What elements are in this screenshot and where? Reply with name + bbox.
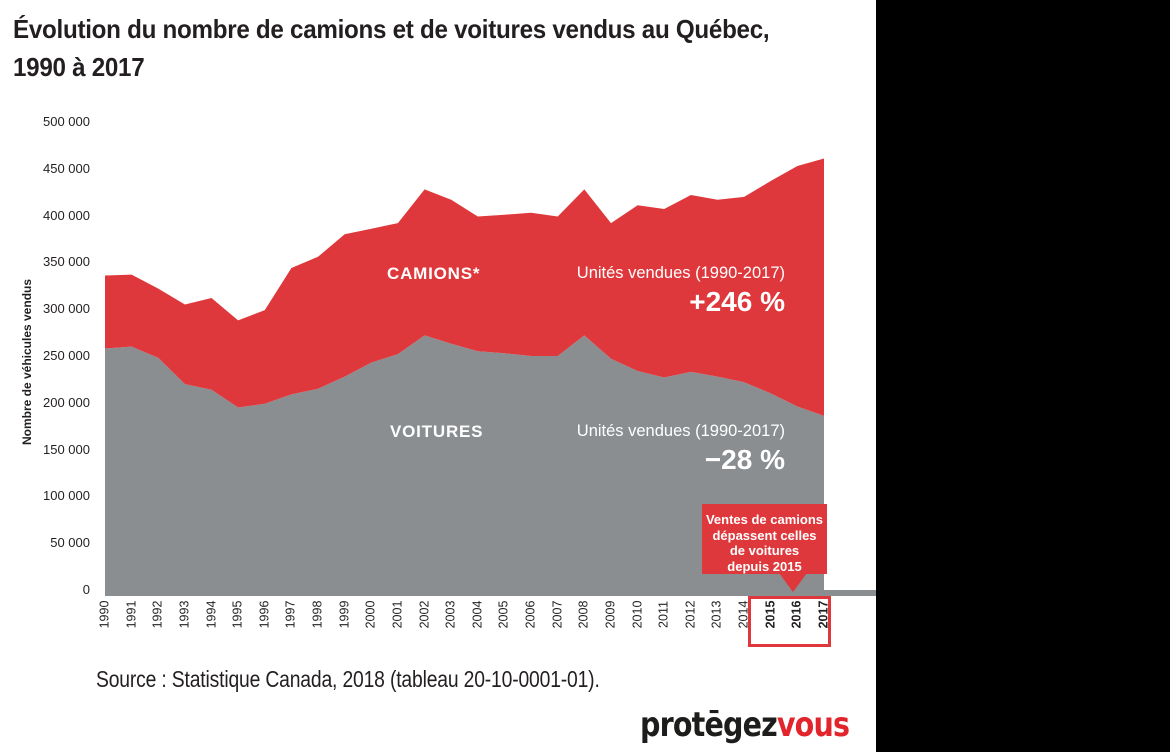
x-tick-label-2005: 2005 — [496, 600, 511, 629]
x-tick-label-2009: 2009 — [603, 600, 618, 629]
camions-change-value: +246 % — [689, 286, 785, 317]
x-tick-label-2000: 2000 — [363, 600, 378, 629]
x-tick-label-2012: 2012 — [683, 600, 698, 629]
y-tick-label: 350 000 — [43, 254, 90, 270]
voitures-change-value: −28 % — [704, 444, 785, 475]
x-tick-label-2007: 2007 — [550, 600, 565, 629]
voitures-series-label: VOITURES — [390, 422, 484, 441]
y-tick-label: 500 000 — [43, 114, 90, 129]
voitures-units-caption: Unités vendues (1990-2017) — [576, 422, 785, 440]
x-tick-label-1992: 1992 — [150, 600, 165, 629]
source-caption: Source : Statistique Canada, 2018 (table… — [96, 666, 600, 692]
x-tick-label-2004: 2004 — [470, 600, 485, 629]
x-tick-label-2006: 2006 — [523, 600, 538, 629]
x-tick-label-2008: 2008 — [576, 600, 591, 629]
logo-red-text: vous — [776, 705, 850, 745]
callout-arrow-down-icon — [779, 573, 807, 592]
y-tick-label: 150 000 — [43, 441, 90, 457]
y-tick-label: 100 000 — [43, 488, 90, 504]
camions-area — [105, 158, 824, 416]
y-tick-label: 50 000 — [50, 535, 90, 551]
y-tick-label: 250 000 — [43, 348, 90, 363]
x-tick-label-1990: 1990 — [97, 600, 112, 629]
x-tick-label-2013: 2013 — [709, 600, 724, 629]
y-tick-label: 0 — [82, 582, 90, 597]
camions-units-caption: Unités vendues (1990-2017) — [576, 264, 785, 282]
camions-series-label: CAMIONS* — [387, 264, 481, 283]
y-tick-label: 200 000 — [43, 394, 90, 410]
x-tick-label-1999: 1999 — [337, 600, 352, 629]
y-tick-label: 450 000 — [43, 160, 90, 176]
x-tick-label-2002: 2002 — [417, 600, 432, 629]
x-tick-label-1995: 1995 — [230, 600, 245, 629]
protegez-vous-logo: protēgezvous — [640, 704, 850, 746]
x-tick-label-1994: 1994 — [204, 600, 219, 629]
callout-box: Ventes de camions dépassent celles de vo… — [702, 504, 827, 574]
x-tick-label-1998: 1998 — [310, 600, 325, 629]
x-tick-label-1996: 1996 — [257, 600, 272, 629]
y-tick-label: 300 000 — [43, 301, 90, 317]
voitures-area — [105, 335, 824, 590]
x-tick-label-1991: 1991 — [124, 600, 139, 629]
x-tick-label-2011: 2011 — [656, 601, 671, 628]
right-black-panel — [876, 0, 1170, 752]
highlighted-years-outline — [748, 596, 831, 647]
stacked-area-chart — [105, 158, 824, 590]
x-tick-label-2010: 2010 — [630, 600, 645, 629]
y-tick-label: 400 000 — [43, 207, 90, 223]
x-axis-baseline — [105, 590, 876, 596]
x-tick-label-1997: 1997 — [283, 600, 298, 629]
x-tick-label-2001: 2001 — [390, 600, 405, 629]
x-tick-label-2003: 2003 — [443, 600, 458, 629]
x-tick-label-1993: 1993 — [177, 600, 192, 629]
logo-black-text: protēgez — [640, 705, 778, 745]
page-title: Évolution du nombre de camions et de voi… — [13, 14, 770, 83]
